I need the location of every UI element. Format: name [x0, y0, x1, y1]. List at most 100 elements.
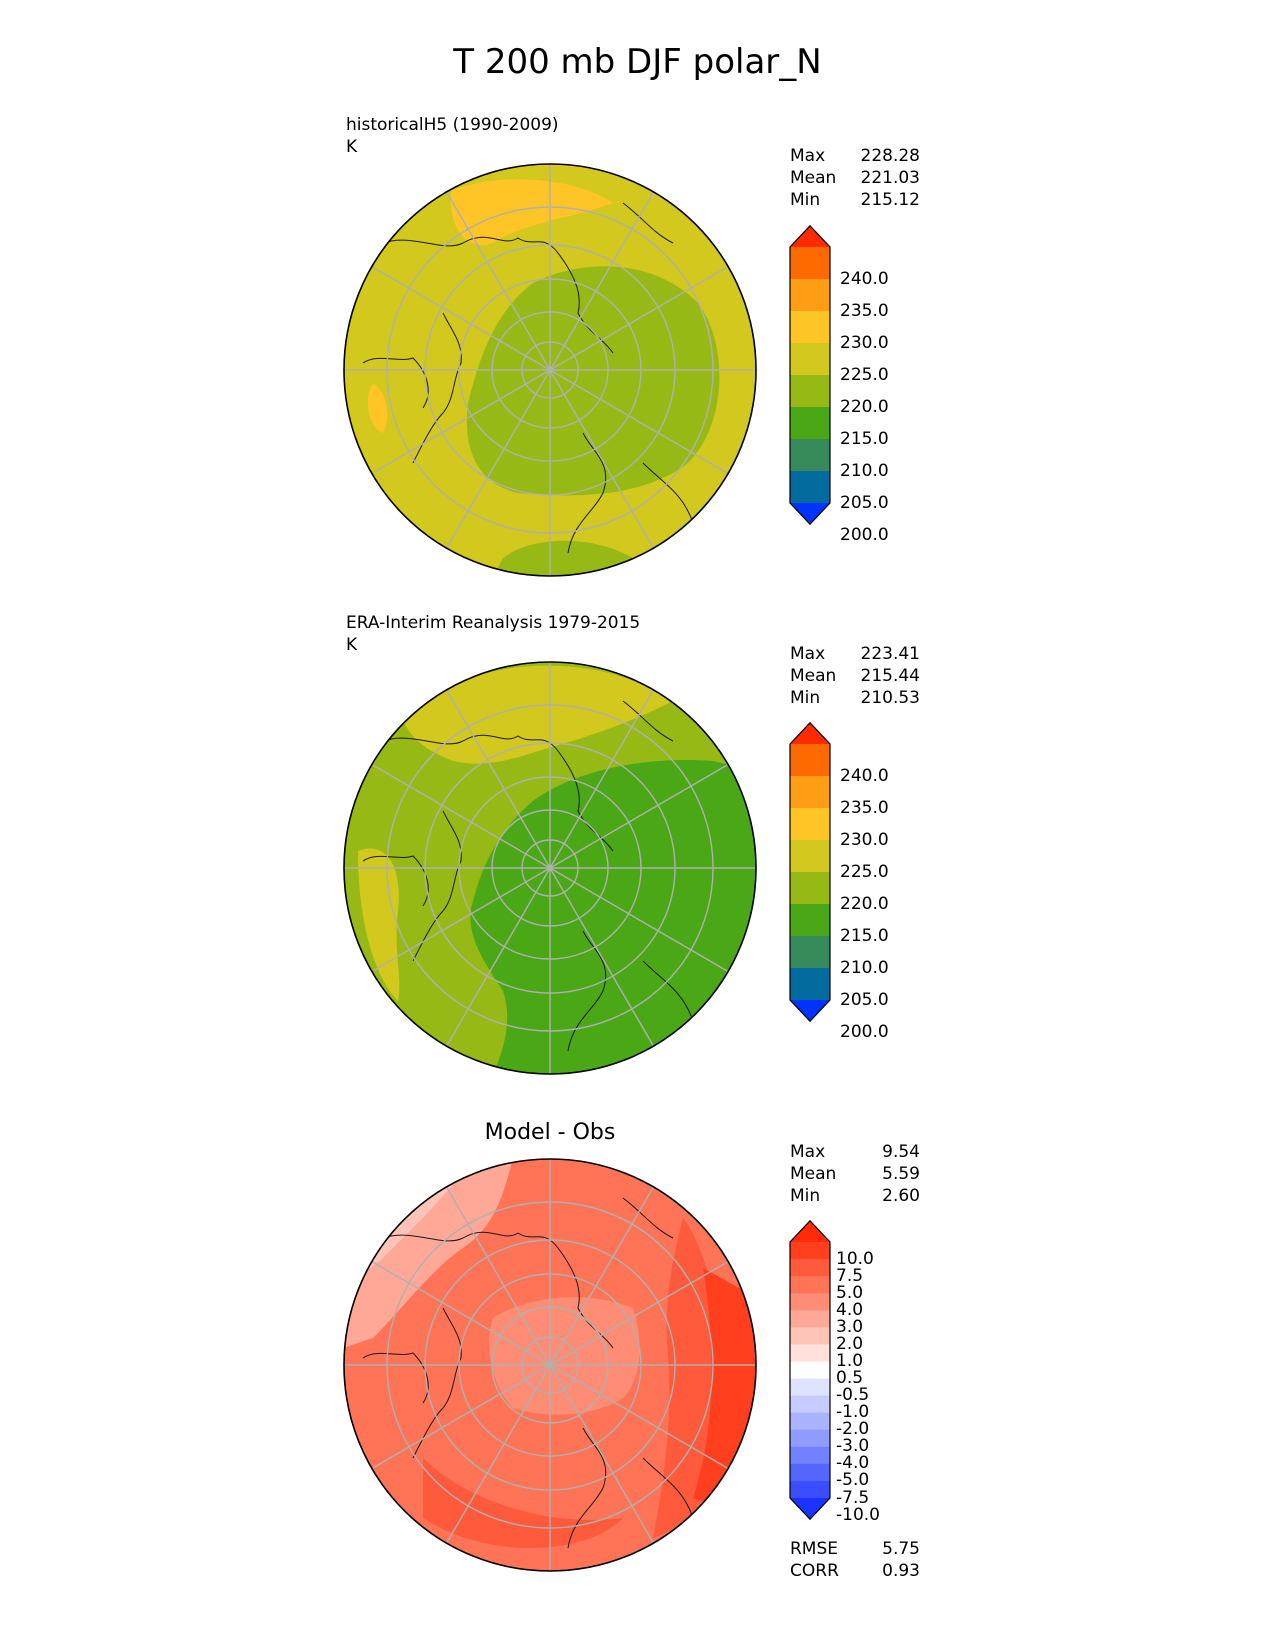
- diff-colorbar-tick-label: -5.0: [836, 1470, 870, 1491]
- diff-colorbar-segment: [790, 1327, 830, 1345]
- diff-colorbar-tick-label: -3.0: [836, 1436, 870, 1457]
- test-colorbar-segment: [790, 247, 830, 280]
- diff-colorbar-segment: [790, 1276, 830, 1294]
- test-colorbar-segment: [790, 471, 830, 504]
- ref-dataset-label: ERA-Interim Reanalysis 1979-2015: [346, 613, 641, 633]
- test-colorbar: [789, 225, 831, 525]
- test-colorbar-tick-label: 225.0: [840, 364, 889, 385]
- test-colorbar-tick-label: 220.0: [840, 396, 889, 417]
- test-graticule: [344, 164, 756, 576]
- diff-colorbar-tick-label: 4.0: [836, 1299, 864, 1320]
- ref-colorbar-segment: [790, 776, 830, 809]
- test-colorbar-segment: [790, 311, 830, 344]
- diff-stat-mean: Mean 5.59: [790, 1164, 920, 1184]
- diff-colorbar-segment: [790, 1378, 830, 1397]
- test-panel-title: historicalH5 (1990-2009) K: [346, 114, 559, 158]
- diff-colorbar-segment: [790, 1446, 830, 1465]
- test-colorbar-extend-max: [790, 225, 830, 247]
- diff-field-3-4: [489, 1297, 640, 1415]
- test-stat-min: Min 215.12: [790, 190, 920, 210]
- ref-stat-mean: Mean 215.44: [790, 666, 920, 686]
- test-colorbar-outline: [789, 225, 831, 525]
- ref-colorbar-segment: [790, 872, 830, 905]
- ref-stat-max: Max 223.41: [790, 644, 920, 664]
- diff-colorbar-segment: [790, 1395, 830, 1414]
- diff-colorbar-segment: [790, 1293, 830, 1311]
- diff-map-boundary: [343, 1158, 757, 1572]
- diff-colorbar-segment: [790, 1242, 830, 1260]
- diff-metric-rmse: RMSE 5.75: [790, 1539, 920, 1559]
- diff-colorbar-tick-label: 2.0: [836, 1333, 864, 1354]
- ref-field-220-225-west: [358, 848, 400, 1001]
- diff-colorbar-segment: [790, 1429, 830, 1448]
- diff-colorbar-outline: [789, 1220, 831, 1520]
- test-colorbar-tick-label: 235.0: [840, 300, 889, 321]
- diff-colorbar-tick-label: -0.5: [836, 1385, 870, 1406]
- ref-stat-min: Min 210.53: [790, 688, 920, 708]
- ref-colorbar-tick-label: 230.0: [840, 829, 889, 850]
- ref-colorbar-outline: [789, 722, 831, 1022]
- test-field-215-220: [466, 266, 720, 496]
- test-stat-max: Max 228.28: [790, 146, 920, 166]
- ref-colorbar-tick-label: 220.0: [840, 893, 889, 914]
- diff-stat-max: Max 9.54: [790, 1142, 920, 1162]
- diff-colorbar-tick-label: -7.5: [836, 1487, 870, 1508]
- ref-colorbar-extend-min: [790, 1000, 830, 1022]
- diff-colorbar-segment: [790, 1310, 830, 1328]
- diff-graticule: [344, 1159, 756, 1571]
- ref-graticule: [344, 662, 756, 1074]
- ref-colorbar-segment: [790, 840, 830, 873]
- diff-colorbar-extend-min: [790, 1498, 830, 1520]
- ref-panel-title: ERA-Interim Reanalysis 1979-2015 K: [346, 612, 640, 656]
- ref-colorbar-extend-max: [790, 722, 830, 744]
- ref-colorbar-segment: [790, 904, 830, 937]
- test-colorbar-tick-label: 215.0: [840, 428, 889, 449]
- test-colorbar-segment: [790, 343, 830, 376]
- ref-map-boundary: [343, 661, 757, 1075]
- diff-colorbar-segment: [790, 1463, 830, 1482]
- ref-polar-map: [343, 661, 757, 1075]
- diff-polar-map: [343, 1158, 757, 1572]
- test-colorbar-tick-label: 240.0: [840, 268, 889, 289]
- diff-colorbar-tick-label: 0.5: [836, 1368, 864, 1389]
- diff-colorbar: [789, 1220, 831, 1520]
- diff-colorbar-segment: [790, 1480, 830, 1499]
- test-colorbar-tick-label: 210.0: [840, 460, 889, 481]
- ref-colorbar-tick-label: 210.0: [840, 957, 889, 978]
- diff-panel-title: Model - Obs: [484, 1120, 616, 1145]
- test-stats: Max 228.28 Mean 221.03 Min 215.12: [790, 145, 920, 211]
- test-colorbar-segment: [790, 279, 830, 312]
- ref-field-220-225-north: [403, 665, 673, 764]
- diff-stats: Max 9.54 Mean 5.59 Min 2.60: [790, 1141, 920, 1207]
- ref-units-label: K: [346, 635, 358, 655]
- diff-colorbar-tick-label: 5.0: [836, 1282, 864, 1303]
- test-colorbar-segment: [790, 407, 830, 440]
- diff-colorbar-segment: [790, 1361, 830, 1380]
- test-field-225-230-cap: [450, 179, 613, 245]
- diff-colorbar-tick-label: 3.0: [836, 1316, 864, 1337]
- test-field-225-230-west: [367, 383, 388, 433]
- diff-colorbar-tick-label: 7.5: [836, 1265, 864, 1286]
- diff-colorbar-segment: [790, 1344, 830, 1362]
- ref-colorbar-segment: [790, 936, 830, 969]
- diff-colorbar-segment: [790, 1259, 830, 1277]
- ref-colorbar-tick-label: 235.0: [840, 797, 889, 818]
- diff-colorbar-extend-max: [790, 1220, 830, 1242]
- test-polar-map: [343, 163, 757, 577]
- ref-colorbar: [789, 722, 831, 1022]
- ref-colorbar-tick-label: 215.0: [840, 925, 889, 946]
- test-colorbar-tick-label: 205.0: [840, 492, 889, 513]
- figure-title: T 200 mb DJF polar_N: [453, 42, 822, 82]
- diff-colorbar-tick-label: -1.0: [836, 1402, 870, 1423]
- test-colorbar-extend-min: [790, 503, 830, 525]
- test-map-boundary: [343, 163, 757, 577]
- diff-coastlines: [362, 1197, 694, 1549]
- ref-colorbar-tick-label: 240.0: [840, 765, 889, 786]
- test-colorbar-tick-label: 200.0: [840, 524, 889, 545]
- diff-colorbar-tick-label: -10.0: [836, 1504, 880, 1525]
- test-colorbar-tick-label: 230.0: [840, 332, 889, 353]
- ref-colorbar-segment: [790, 744, 830, 777]
- diff-colorbar-segment: [790, 1412, 830, 1431]
- diff-field-5-7-south: [423, 1458, 623, 1548]
- test-stat-mean: Mean 221.03: [790, 168, 920, 188]
